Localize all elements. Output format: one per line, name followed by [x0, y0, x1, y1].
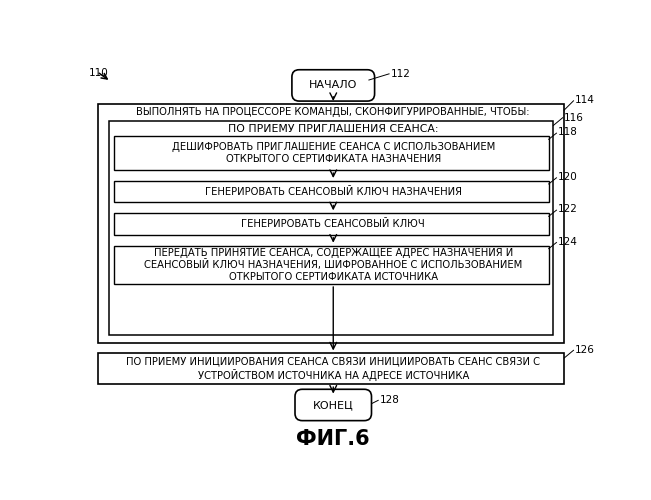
Text: 124: 124	[558, 236, 578, 246]
Text: 118: 118	[558, 128, 578, 138]
Text: 114: 114	[575, 95, 595, 105]
Bar	[98, 354, 564, 384]
Text: 128: 128	[380, 396, 400, 406]
Text: 112: 112	[391, 69, 411, 79]
Text: КОНЕЦ: КОНЕЦ	[313, 400, 353, 410]
Text: 110: 110	[89, 68, 109, 78]
Text: 126: 126	[575, 346, 595, 356]
Text: ДЕШИФРОВАТЬ ПРИГЛАШЕНИЕ СЕАНСА С ИСПОЛЬЗОВАНИЕМ
ОТКРЫТОГО СЕРТИФИКАТА НАЗНАЧЕНИЯ: ДЕШИФРОВАТЬ ПРИГЛАШЕНИЕ СЕАНСА С ИСПОЛЬЗ…	[172, 142, 495, 164]
Text: НАЧАЛО: НАЧАЛО	[309, 80, 357, 90]
FancyBboxPatch shape	[295, 390, 372, 420]
Text: ПЕРЕДАТЬ ПРИНЯТИЕ СЕАНСА, СОДЕРЖАЩЕЕ АДРЕС НАЗНАЧЕНИЯ И
СЕАНСОВЫЙ КЛЮЧ НАЗНАЧЕНИ: ПЕРЕДАТЬ ПРИНЯТИЕ СЕАНСА, СОДЕРЖАЩЕЕ АДР…	[144, 248, 522, 282]
Bar	[98, 104, 564, 343]
Text: 116: 116	[564, 113, 584, 122]
Text: 120: 120	[558, 172, 577, 182]
FancyBboxPatch shape	[292, 70, 374, 101]
Bar	[109, 121, 553, 335]
Bar	[114, 181, 549, 203]
Text: ГЕНЕРИРОВАТЬ СЕАНСОВЫЙ КЛЮЧ: ГЕНЕРИРОВАТЬ СЕАНСОВЫЙ КЛЮЧ	[242, 219, 425, 229]
Text: ФИГ.6: ФИГ.6	[296, 429, 370, 449]
Text: ПО ПРИЕМУ ПРИГЛАШЕНИЯ СЕАНСА:: ПО ПРИЕМУ ПРИГЛАШЕНИЯ СЕАНСА:	[228, 124, 439, 134]
Bar	[114, 246, 549, 284]
Text: ГЕНЕРИРОВАТЬ СЕАНСОВЫЙ КЛЮЧ НАЗНАЧЕНИЯ: ГЕНЕРИРОВАТЬ СЕАНСОВЫЙ КЛЮЧ НАЗНАЧЕНИЯ	[205, 186, 462, 196]
Text: ВЫПОЛНЯТЬ НА ПРОЦЕССОРЕ КОМАНДЫ, СКОНФИГУРИРОВАННЫЕ, ЧТОБЫ:: ВЫПОЛНЯТЬ НА ПРОЦЕССОРЕ КОМАНДЫ, СКОНФИГ…	[137, 108, 530, 118]
Text: 122: 122	[558, 204, 578, 214]
Text: ПО ПРИЕМУ ИНИЦИИРОВАНИЯ СЕАНСА СВЯЗИ ИНИЦИИРОВАТЬ СЕАНС СВЯЗИ С
УСТРОЙСТВОМ ИСТО: ПО ПРИЕМУ ИНИЦИИРОВАНИЯ СЕАНСА СВЯЗИ ИНИ…	[126, 357, 540, 381]
Bar	[114, 213, 549, 235]
Bar	[114, 136, 549, 170]
